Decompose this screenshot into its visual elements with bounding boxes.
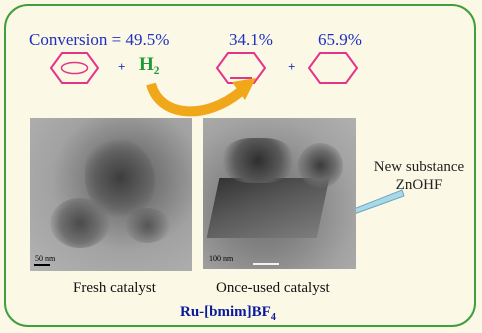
cyclohexene-ring-icon	[215, 52, 267, 84]
once-used-catalyst-caption: Once-used catalyst	[216, 280, 330, 296]
catalyst-system-label: Ru-[bmim]BF4	[180, 304, 276, 323]
callout-line-1: New substance	[373, 159, 465, 175]
plus-sign-1: +	[118, 59, 126, 74]
conversion-label: Conversion = 49.5%	[29, 30, 170, 49]
new-substance-callout: New substance ZnOHF	[364, 158, 474, 194]
product1-percentage: 34.1%	[229, 30, 273, 49]
right-scale-label: 100 nm	[209, 254, 234, 263]
left-scale-label: 50 nm	[35, 254, 56, 263]
curved-arrow-icon	[146, 78, 256, 117]
fresh-catalyst-caption: Fresh catalyst	[73, 280, 156, 296]
cyclohexane-ring-icon	[307, 52, 359, 84]
once-used-catalyst-micrograph: 100 nm	[203, 118, 356, 269]
callout-line-2: ZnOHF	[395, 177, 443, 193]
catalyst-prefix: Ru-[bmim]BF	[180, 304, 271, 320]
benzene-ring-icon	[49, 52, 100, 84]
product2-percentage: 65.9%	[318, 30, 362, 49]
fresh-catalyst-micrograph: 50 nm	[30, 118, 192, 271]
hydrogen-reagent: H₂	[139, 54, 160, 75]
diagram-frame	[4, 4, 476, 327]
plus-sign-2: +	[288, 59, 296, 74]
catalyst-subscript: 4	[270, 312, 276, 323]
